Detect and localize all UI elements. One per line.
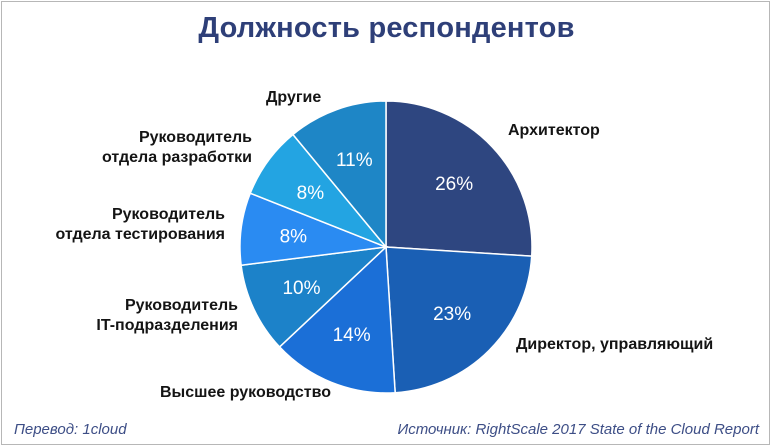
pie-slice [385,246,533,394]
footer-translation: Перевод: 1cloud [14,421,127,438]
label-test-head-line1: Руководитель [111,206,225,223]
label-director: Директор, управляющий [516,336,714,353]
chart-title: Должность респондентов [198,12,575,44]
slice-value-label: 26% [435,174,473,195]
label-it-head-line2: IT-подразделения [96,317,238,334]
label-it-head-line1: Руководитель [124,297,238,314]
slice-value-label: 10% [282,278,320,299]
label-test-head: Руководитель отдела тестирования [40,205,225,245]
label-other: Другие [266,89,322,106]
slice-value-label: 23% [433,304,471,325]
pie-slice [240,245,389,349]
label-dev-head-line1: Руководитель [138,129,252,146]
label-test-head-line2: отдела тестирования [55,226,225,243]
label-dev-head-line2: отдела разработки [102,149,252,166]
slice-value-label: 8% [280,226,308,247]
label-dev-head: Руководитель отдела разработки [60,128,252,168]
label-architect: Архитектор [508,122,600,139]
pie-slice [291,100,387,250]
label-top-management: Высшее руководство [160,384,331,401]
slice-value-label: 8% [297,183,325,204]
label-it-head: Руководитель IT-подразделения [60,296,238,336]
pie-slice [385,100,533,257]
slice-value-label: 14% [333,325,371,346]
pie-slice [278,245,396,394]
slice-value-label: 11% [336,150,373,171]
footer-source: Источник: RightScale 2017 State of the C… [397,421,759,438]
